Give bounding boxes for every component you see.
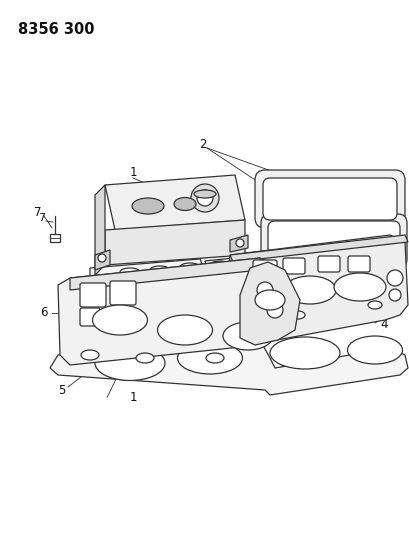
FancyBboxPatch shape: [262, 178, 396, 220]
Circle shape: [191, 184, 218, 212]
Polygon shape: [58, 258, 279, 365]
Text: 6: 6: [40, 306, 48, 319]
Text: 1: 1: [129, 391, 137, 403]
Circle shape: [266, 302, 282, 318]
Polygon shape: [105, 175, 245, 230]
Polygon shape: [239, 262, 299, 345]
Ellipse shape: [283, 276, 335, 304]
Polygon shape: [70, 258, 259, 290]
Text: 5: 5: [381, 351, 389, 365]
Ellipse shape: [157, 315, 212, 345]
Text: 7: 7: [34, 206, 42, 220]
FancyBboxPatch shape: [261, 214, 406, 268]
FancyBboxPatch shape: [80, 283, 106, 307]
Text: 1: 1: [129, 166, 137, 179]
Ellipse shape: [290, 311, 304, 319]
Text: 7: 7: [38, 213, 45, 223]
Circle shape: [256, 282, 272, 298]
FancyBboxPatch shape: [267, 221, 399, 261]
Ellipse shape: [250, 304, 264, 312]
Ellipse shape: [92, 305, 147, 335]
FancyBboxPatch shape: [347, 256, 369, 272]
Text: 3: 3: [186, 287, 193, 300]
Ellipse shape: [205, 353, 223, 363]
Polygon shape: [90, 255, 254, 282]
Circle shape: [386, 270, 402, 286]
Ellipse shape: [193, 190, 216, 198]
Ellipse shape: [333, 273, 385, 301]
Polygon shape: [200, 238, 394, 275]
Polygon shape: [95, 250, 110, 270]
Ellipse shape: [120, 268, 139, 276]
Polygon shape: [204, 242, 390, 271]
Ellipse shape: [177, 342, 242, 374]
Polygon shape: [50, 234, 60, 242]
Polygon shape: [229, 235, 247, 252]
Ellipse shape: [150, 266, 170, 274]
Ellipse shape: [95, 345, 164, 381]
Polygon shape: [50, 335, 407, 395]
Text: 5: 5: [58, 384, 65, 397]
Ellipse shape: [81, 350, 99, 360]
Ellipse shape: [270, 308, 284, 316]
FancyBboxPatch shape: [282, 258, 304, 274]
Circle shape: [388, 289, 400, 301]
FancyBboxPatch shape: [252, 260, 276, 278]
Ellipse shape: [270, 337, 339, 369]
Polygon shape: [105, 220, 245, 265]
Text: 3: 3: [196, 295, 203, 309]
Ellipse shape: [222, 322, 272, 350]
Text: 4: 4: [379, 319, 387, 332]
Polygon shape: [95, 185, 105, 275]
Circle shape: [196, 190, 213, 206]
Ellipse shape: [173, 198, 196, 211]
FancyBboxPatch shape: [80, 308, 100, 326]
Ellipse shape: [254, 290, 284, 310]
Ellipse shape: [180, 263, 200, 271]
Ellipse shape: [132, 198, 164, 214]
Polygon shape: [227, 235, 407, 345]
Text: 8356 300: 8356 300: [18, 22, 94, 37]
Polygon shape: [229, 235, 407, 262]
FancyBboxPatch shape: [254, 170, 404, 228]
Ellipse shape: [136, 353, 154, 363]
Ellipse shape: [209, 261, 229, 269]
Ellipse shape: [367, 301, 381, 309]
FancyBboxPatch shape: [317, 256, 339, 272]
Text: 2: 2: [199, 139, 206, 151]
Circle shape: [236, 239, 243, 247]
Circle shape: [98, 254, 106, 262]
Polygon shape: [264, 218, 270, 259]
Ellipse shape: [347, 336, 402, 364]
FancyBboxPatch shape: [110, 281, 136, 305]
